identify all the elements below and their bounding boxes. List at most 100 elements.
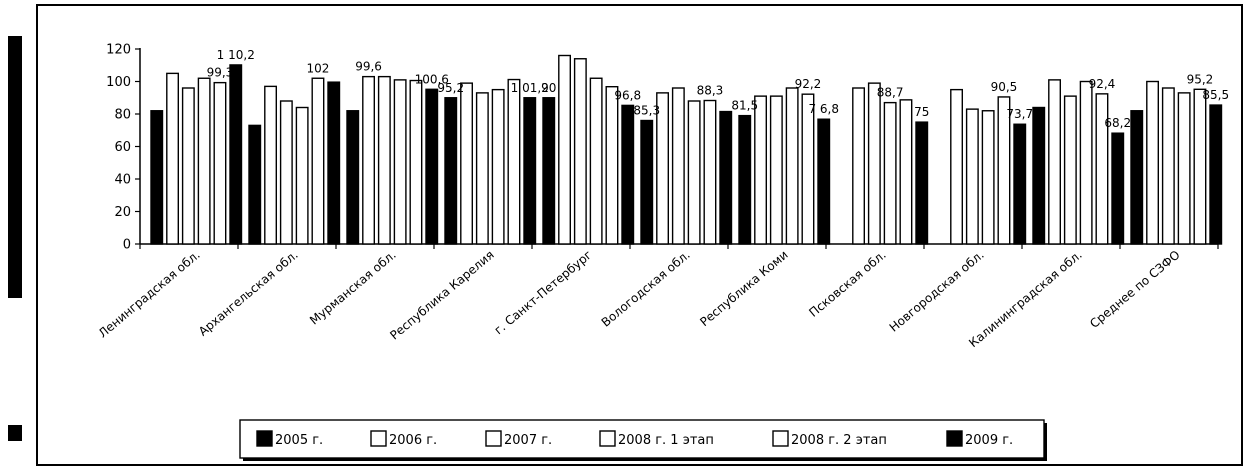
bar [817,118,831,245]
bar [1111,132,1125,245]
y-tick-label: 100 [106,75,131,90]
legend-label: 2008 г. 1 этап [618,433,714,448]
bar [997,96,1011,245]
y-tick-label: 20 [114,205,131,220]
bar [1032,106,1046,245]
bar [1146,80,1160,245]
bar [1013,123,1027,245]
bar [950,88,963,245]
legend-swatch [599,430,616,447]
data-label: 99,3 [207,66,234,80]
bar [425,88,439,245]
legend-label: 2009 г. [965,433,1013,448]
bar [444,97,458,245]
bar [346,110,360,245]
bar [605,85,619,245]
data-label: 1 10,2 [217,48,255,62]
data-label: 99,6 [355,60,382,74]
bar [523,97,537,245]
data-label: 95,2 [437,81,464,95]
y-tick-label: 80 [114,108,131,123]
bar [166,72,180,245]
bar [785,87,799,245]
data-label: 7 6,8 [808,102,839,116]
data-label: 88,3 [697,84,724,98]
legend-swatch [485,430,502,447]
legend-label: 2005 г. [275,433,323,448]
bar [558,54,571,245]
bar [589,77,603,245]
bar [279,100,293,245]
data-label: 88,7 [877,86,904,100]
legend-swatch [772,430,789,447]
bar [311,77,325,245]
legend-swatch [370,430,387,447]
bar [852,87,865,245]
data-label: 73,7 [1006,107,1033,121]
bar [150,110,164,245]
bar [867,82,881,245]
bar [671,87,685,245]
bar [362,75,375,245]
left-decor-bar-top [8,36,22,298]
legend-label: 2006 г. [389,433,437,448]
data-label: 75 [914,105,929,119]
data-label: 81,5 [731,99,758,113]
left-decor-bar-bottom [8,425,22,441]
y-tick-label: 60 [114,140,131,155]
bar [507,78,521,245]
legend-label: 2007 г. [504,433,552,448]
bar [1209,104,1223,245]
bar [460,82,473,245]
data-label: 95,2 [1187,72,1214,86]
bar [409,79,423,245]
bar [801,93,815,245]
bar [687,100,701,245]
legend-swatch [946,430,963,447]
data-label: 1 01,2 [511,81,549,95]
bar [719,110,733,245]
bar [899,99,913,245]
bar [1193,88,1207,245]
bar [1177,92,1191,245]
data-label: 96,8 [614,88,641,102]
bar [229,64,243,245]
bar [475,92,489,245]
y-tick-label: 120 [106,43,131,58]
bar [965,108,979,245]
legend-label: 2008 г. 2 этап [791,433,887,448]
data-label: 85,3 [633,104,660,118]
legend: 2005 г. 2006 г. 2007 г. 2008 г. 1 этап 2008 … [239,419,1047,461]
bar [738,114,752,245]
bar [573,58,587,245]
bar [1063,95,1077,245]
data-label: 102 [306,61,329,75]
bar [883,101,897,245]
bar [542,97,556,245]
data-label: 100,6 [415,72,449,86]
bar [213,81,227,245]
data-label: 85,5 [1202,88,1229,102]
bar [915,121,929,245]
bar [703,99,717,245]
data-label: 90 [541,81,556,95]
bar [1095,93,1109,245]
bar [1048,79,1062,245]
bar [656,92,669,245]
bar [377,75,391,245]
bar [754,95,767,245]
bar [1130,110,1144,245]
bar [264,85,277,245]
bar [181,87,195,245]
bars [150,54,1223,245]
y-tick-label: 0 [123,238,131,253]
data-label: 92,4 [1089,77,1116,91]
bar [1161,87,1175,245]
bar [640,119,654,245]
bar [295,106,309,245]
bar [393,79,407,245]
data-label: 92,2 [795,77,822,91]
y-tick-label: 40 [114,173,131,188]
